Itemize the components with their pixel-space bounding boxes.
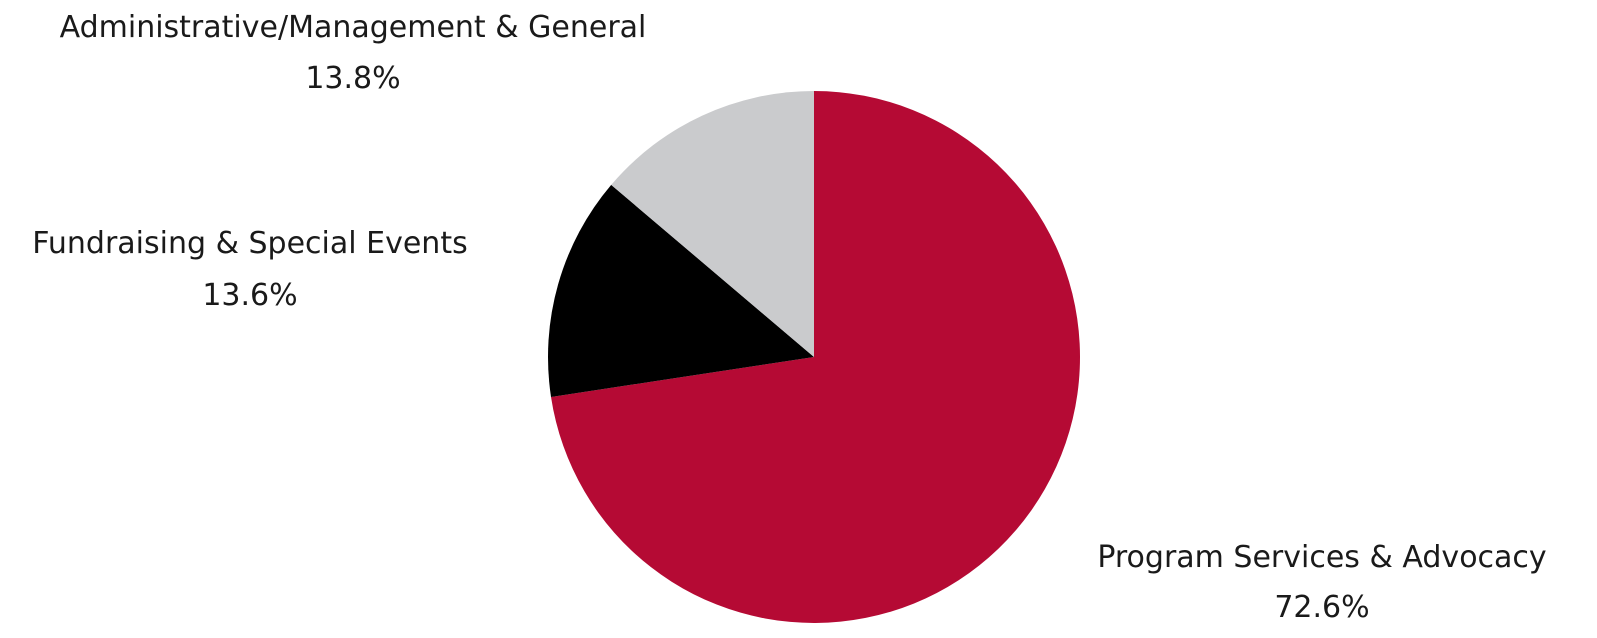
pie-slice-program-services [551,91,1081,623]
slice-label-value: 72.6% [1274,590,1369,625]
slice-label-name: Program Services & Advocacy [1097,540,1546,575]
slice-label-name: Fundraising & Special Events [32,226,467,261]
pie-slice-administrative [611,91,814,357]
slice-label-fundraising: Fundraising & Special Events 13.6% [32,226,467,313]
pie-slice-fundraising [548,184,814,397]
slice-label-administrative: Administrative/Management & General 13.8… [60,10,647,96]
slice-label-value: 13.6% [202,278,297,313]
slice-label-program-services: Program Services & Advocacy 72.6% [1097,540,1546,625]
slice-label-value: 13.8% [305,61,400,96]
pie-slices [548,91,1081,623]
slice-label-name: Administrative/Management & General [60,10,647,45]
